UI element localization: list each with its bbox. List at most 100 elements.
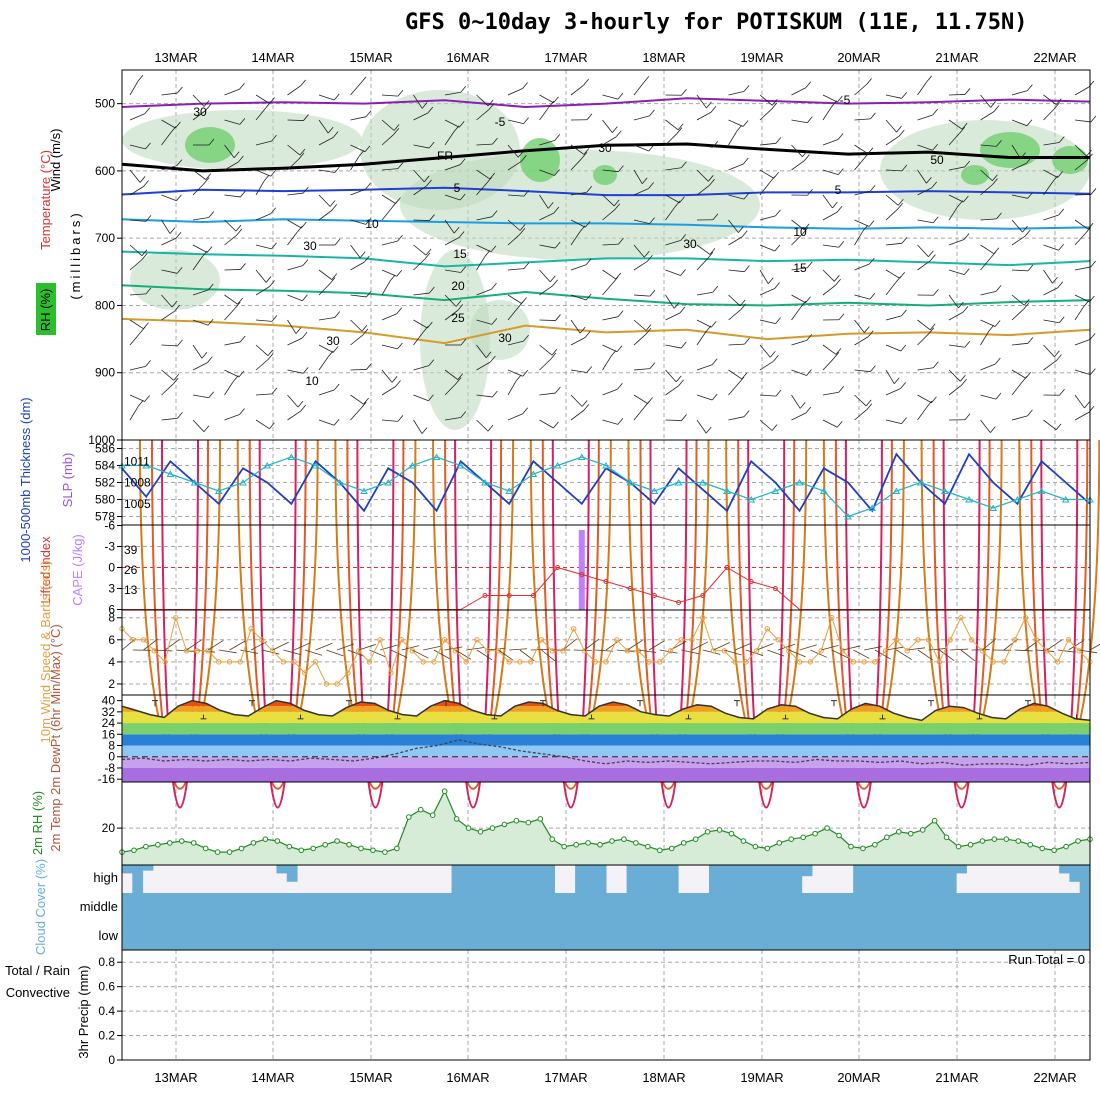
wind-barb-flag [236, 228, 243, 236]
temperature-band [122, 706, 1090, 712]
wind-barb [192, 319, 209, 326]
wind-barb [476, 288, 492, 296]
wind-barb [728, 269, 745, 273]
cloud-axis-label: Cloud Cover (%) [33, 859, 48, 955]
cloud-middle-bar [945, 893, 957, 950]
wind-barb-flag [271, 134, 277, 142]
wind-barb-flag [612, 276, 619, 284]
cloud-middle-bar [379, 893, 391, 950]
wind-speed-point [441, 637, 448, 643]
wind-barb [854, 157, 866, 171]
wind-barb [728, 131, 738, 146]
wind-barb [759, 215, 776, 221]
wind-barb [224, 414, 240, 421]
pressure-tick-label: 700 [95, 231, 115, 245]
cloud-middle-bar [956, 893, 967, 950]
wind-barb [413, 258, 426, 271]
wind-barb [413, 94, 423, 109]
surface-wind-barb [272, 641, 289, 651]
wind-barb [161, 383, 174, 396]
wind-barb [570, 369, 587, 373]
wind-barb [822, 106, 833, 121]
wind-barb [224, 219, 237, 232]
wind-barb-flag [992, 174, 998, 181]
wind-barb [602, 282, 614, 296]
wind-barb-flag [649, 362, 656, 369]
wind-barb [822, 269, 835, 282]
wind-barb-flag [145, 215, 152, 222]
wind-barb [192, 256, 203, 271]
rh-point [645, 843, 651, 850]
wind-barb [255, 269, 267, 283]
wind-barb-flag [487, 424, 494, 432]
wind-barb [917, 144, 933, 151]
wind-tick-label: 2 [108, 677, 115, 691]
rh-point [549, 836, 556, 842]
wind-barb [602, 94, 619, 100]
wind-barb [1043, 287, 1058, 296]
temperature-band [122, 767, 1090, 782]
date-label-top: 16MAR [446, 50, 489, 65]
wind-tick-label: 6 [108, 633, 115, 647]
wind-barb-flag [1086, 149, 1092, 157]
cloud-middle-bar [472, 893, 483, 950]
temperature-band [122, 745, 1090, 757]
wind-barb-flag [365, 218, 372, 225]
wind-barb-flag [866, 403, 873, 410]
wind-speed-point [764, 626, 771, 632]
wind-barb [665, 119, 679, 131]
wind-barb [507, 307, 519, 321]
wind-barb-flag [583, 404, 590, 411]
wind-barb-flag [523, 189, 530, 197]
wind-barb-flag [333, 93, 340, 101]
wind-barb-flag [1090, 115, 1097, 123]
wind-barb [413, 219, 430, 221]
wind-barb-flag [806, 116, 813, 124]
wind-barb [255, 286, 270, 296]
wind-barb-flag [831, 100, 838, 107]
wind-speed-point [571, 626, 577, 632]
wind-barb-flag [988, 325, 995, 332]
wind-barb [791, 306, 802, 321]
rh-point [298, 847, 305, 854]
wind-barb-flag [422, 325, 429, 333]
cloud-high-bar [472, 865, 483, 893]
cloud-middle-bar [235, 893, 247, 950]
panel-frame-precip [121, 949, 1091, 1061]
wind-barb [192, 394, 209, 399]
wind-barb-flag [995, 392, 1002, 400]
wind-barb-flag [1023, 299, 1030, 306]
cloud-middle-bar [791, 893, 803, 950]
wind-speed-point [904, 648, 910, 654]
surface-wind-barb [896, 649, 912, 660]
wind-barb-flag [679, 196, 685, 204]
rh-point [429, 812, 436, 819]
wind-barb-flag [610, 350, 617, 357]
wind-barb [1074, 339, 1091, 346]
wind-barb [129, 332, 141, 346]
cloud-middle-bar [194, 893, 205, 950]
wind-barb [1011, 235, 1026, 246]
wind-barb [255, 344, 269, 357]
isotherm-warm-loop [844, 439, 883, 809]
wind-barb-flag [334, 311, 341, 318]
wind-barb-flag [586, 185, 593, 193]
wind-barb-flag [365, 110, 372, 117]
wind-barb-flag [522, 82, 528, 89]
wind-barb [224, 119, 240, 125]
wind-barb-flag [959, 126, 966, 134]
wind-barb [381, 207, 393, 221]
rh-moist-core [980, 132, 1040, 168]
isotherm-warm-loop [454, 439, 493, 809]
wind-barb-flag [617, 418, 624, 425]
wind-barb-flag [238, 370, 245, 378]
isotherm-warm-loop [248, 439, 307, 790]
rh-point [274, 838, 281, 844]
cloud-high-bar [122, 865, 133, 874]
wind-barb-flag [932, 216, 939, 224]
wind-barb-flag [1056, 354, 1062, 361]
date-label-bottom: 14MAR [251, 1070, 294, 1085]
wind-barb [1043, 142, 1060, 146]
rh-point [226, 849, 233, 855]
wind-barb-flag [869, 185, 876, 192]
